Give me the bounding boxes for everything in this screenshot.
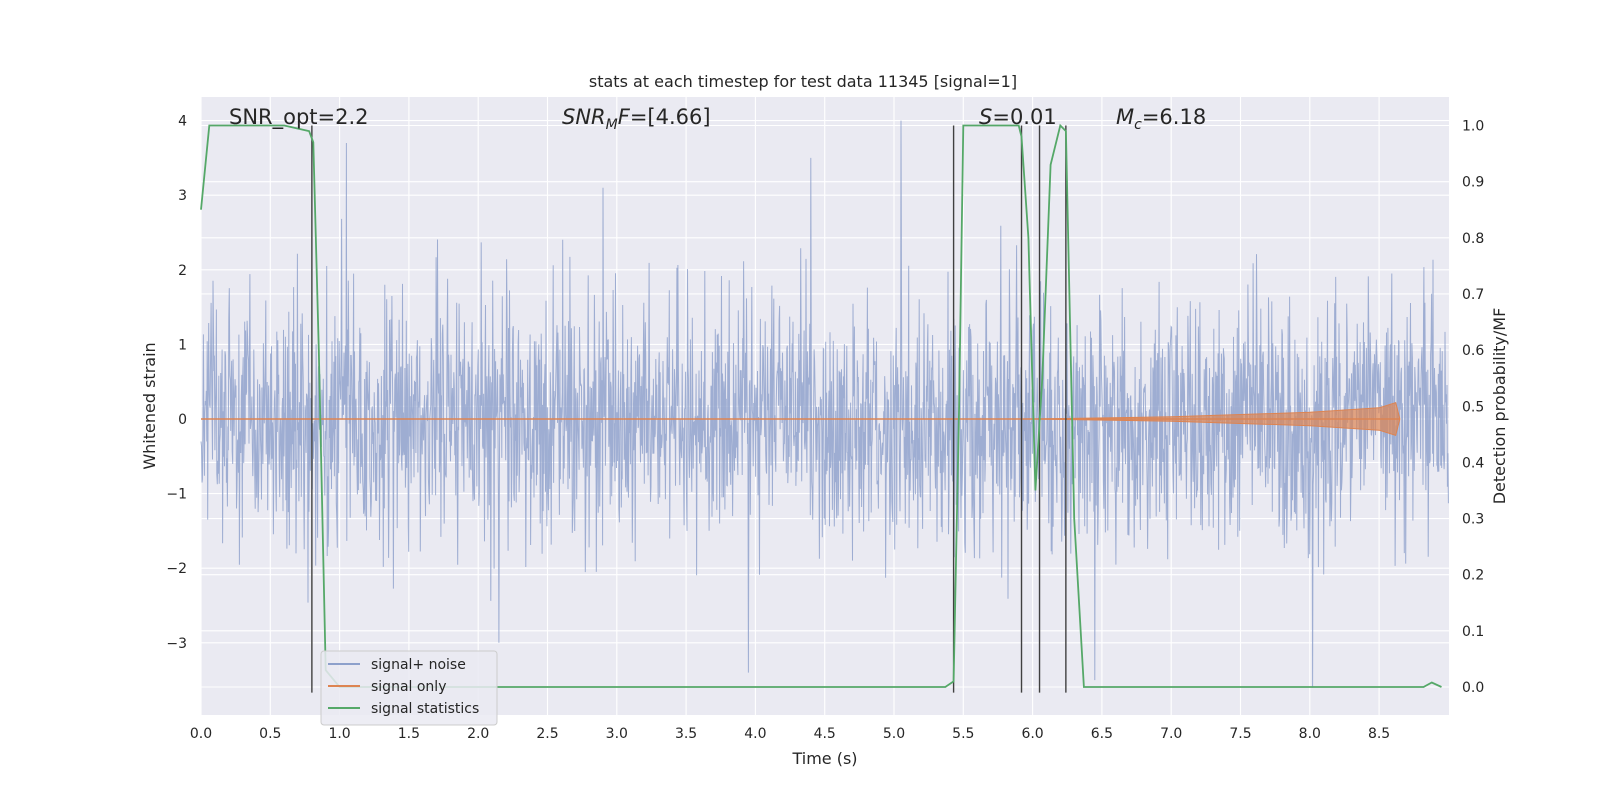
snr-mf-subscript: M <box>606 117 618 133</box>
y-tick-label-left: 4 <box>178 114 187 130</box>
x-tick-label: 1.5 <box>398 726 420 742</box>
y-tick-label-left: 2 <box>178 263 187 279</box>
s-symbol: S <box>979 105 992 129</box>
y-axis-right-ticks: 1.0 0.9 0.8 0.7 0.6 0.5 0.4 0.3 0.2 0.1 0.0 <box>1462 119 1484 697</box>
y-tick-label-left: 1 <box>178 337 187 353</box>
x-tick-label: 4.5 <box>814 726 836 742</box>
x-tick-label: 6.5 <box>1091 726 1113 742</box>
y-tick-label-right: 0.7 <box>1462 287 1484 303</box>
mc-value: =6.18 <box>1142 105 1206 129</box>
noise-series <box>200 120 1449 688</box>
legend: signal+ noise signal only signal statist… <box>320 650 498 726</box>
s-value: =0.01 <box>992 105 1056 129</box>
chart-title: stats at each timestep for test data 113… <box>589 72 1017 91</box>
annotation-snr-opt: SNR_opt=2.2 <box>229 105 369 130</box>
x-tick-label: 6.0 <box>1021 726 1043 742</box>
snr-mf-symbol-2: F <box>618 105 631 129</box>
x-tick-label: 8.5 <box>1368 726 1390 742</box>
x-tick-label: 3.0 <box>606 726 628 742</box>
legend-label-noise: signal+ noise <box>371 657 466 673</box>
signal-series <box>201 401 1401 437</box>
x-tick-label: 5.0 <box>883 726 905 742</box>
y-axis-right-label: Detection probability/MF <box>1490 308 1509 505</box>
x-tick-label: 7.0 <box>1160 726 1182 742</box>
x-tick-label: 3.5 <box>675 726 697 742</box>
stats-line <box>200 123 1442 688</box>
y-tick-label-left: 0 <box>178 412 187 428</box>
y-axis-left-ticks: 4 3 2 1 0 −1 −2 −3 <box>166 114 187 652</box>
annotation-mc: Mc=6.18 <box>1116 105 1206 133</box>
x-tick-label: 2.5 <box>536 726 558 742</box>
y-tick-label-right: 1.0 <box>1462 119 1484 135</box>
y-tick-label-left: −3 <box>166 636 187 652</box>
x-tick-label: 4.0 <box>744 726 766 742</box>
x-tick-label: 7.5 <box>1229 726 1251 742</box>
x-axis-ticks: 0.0 0.5 1.0 1.5 2.0 2.5 3.0 3.5 4.0 4.5 5.0 5.5 6.0 6… <box>190 726 1390 742</box>
y-tick-label-right: 0.9 <box>1462 175 1484 191</box>
snr-mf-symbol: SNR <box>562 105 606 129</box>
x-tick-label: 0.0 <box>190 726 212 742</box>
x-axis-label: Time (s) <box>791 749 857 768</box>
legend-label-signal: signal only <box>371 679 446 695</box>
y-tick-label-right: 0.2 <box>1462 568 1484 584</box>
x-tick-label: 5.5 <box>952 726 974 742</box>
y-tick-label-right: 0.1 <box>1462 624 1484 640</box>
legend-box <box>320 650 498 726</box>
y-tick-label-right: 0.4 <box>1462 455 1484 471</box>
y-tick-label-left: −1 <box>166 487 187 503</box>
y-tick-label-right: 0.0 <box>1462 680 1484 696</box>
y-axis-left-label: Whitened strain <box>140 342 159 469</box>
y-tick-label-left: 3 <box>178 188 187 204</box>
legend-label-stats: signal statistics <box>371 701 479 717</box>
x-tick-label: 8.0 <box>1299 726 1321 742</box>
y-tick-label-right: 0.8 <box>1462 231 1484 247</box>
x-tick-label: 1.0 <box>328 726 350 742</box>
noise-line <box>200 120 1449 688</box>
y-tick-label-right: 0.3 <box>1462 512 1484 528</box>
x-tick-label: 0.5 <box>259 726 281 742</box>
annotation-s: S=0.01 <box>979 105 1057 129</box>
mc-symbol: M <box>1116 105 1134 129</box>
snr-mf-value: =[4.66] <box>630 105 711 129</box>
stats-series <box>200 123 1442 688</box>
x-tick-label: 2.0 <box>467 726 489 742</box>
y-tick-label-right: 0.6 <box>1462 343 1484 359</box>
annotation-snr-mf: SNRMF=[4.66] <box>562 105 711 133</box>
mc-subscript: c <box>1134 117 1142 133</box>
y-tick-label-right: 0.5 <box>1462 399 1484 415</box>
grid-lines <box>200 97 1449 715</box>
y-tick-label-left: −2 <box>166 561 187 577</box>
